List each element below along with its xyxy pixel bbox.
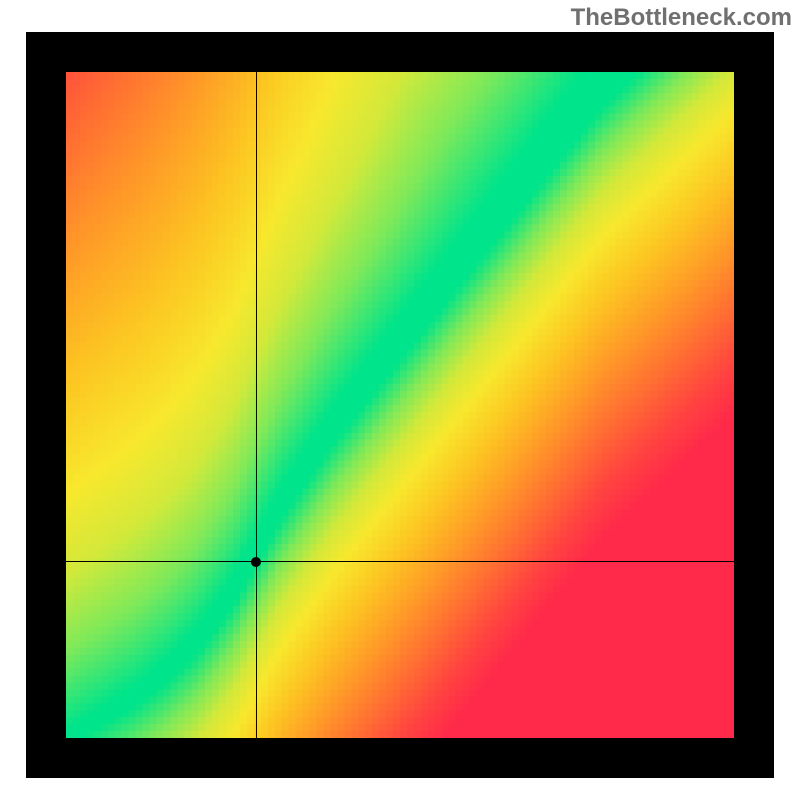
watermark-text: TheBottleneck.com	[571, 4, 792, 32]
data-point-marker	[251, 557, 261, 567]
crosshair-horizontal	[66, 561, 734, 562]
crosshair-vertical	[256, 72, 257, 738]
chart-container: TheBottleneck.com	[0, 0, 800, 800]
bottleneck-heatmap	[66, 72, 734, 738]
